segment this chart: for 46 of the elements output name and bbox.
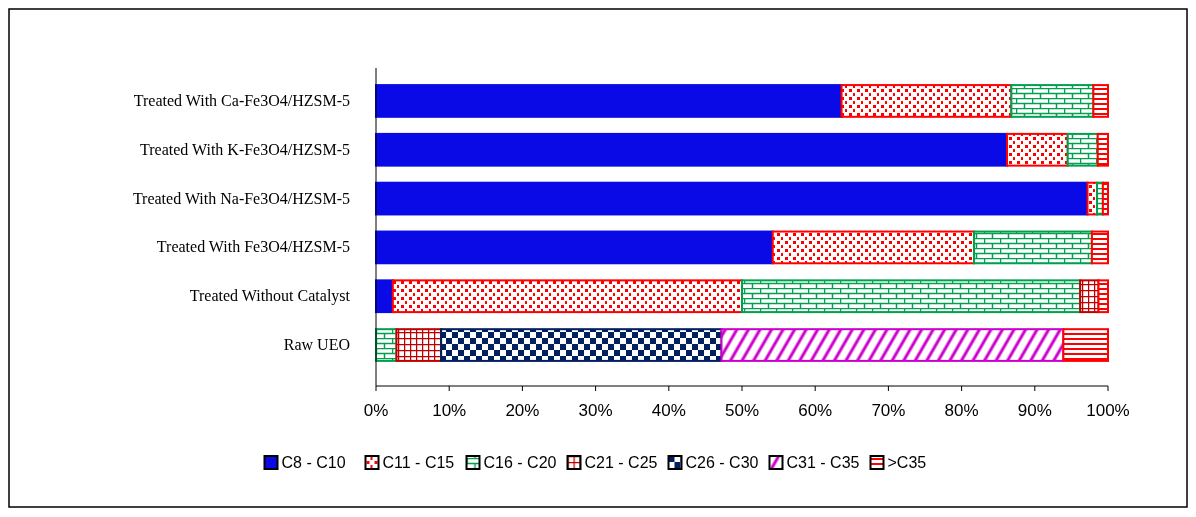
legend-label: C8 - C10	[281, 454, 346, 471]
x-tick-label: 100%	[1086, 401, 1130, 420]
bar	[1062, 328, 1109, 362]
bar	[440, 328, 723, 362]
bar	[375, 230, 774, 265]
bar	[1090, 230, 1109, 265]
bar	[375, 181, 1089, 216]
bar	[741, 279, 1082, 314]
bar	[973, 230, 1093, 265]
legend-label: C16 - C20	[483, 454, 557, 471]
bar	[1096, 132, 1109, 167]
bar	[1092, 84, 1109, 118]
x-tick-label: 0%	[363, 401, 389, 420]
x-tick-label: 70%	[871, 401, 906, 420]
bar	[375, 132, 1008, 167]
x-tick-label: 20%	[505, 401, 540, 420]
y-tick-label: Treated With K-Fe3O4/HZSM-5	[139, 140, 350, 158]
bar	[375, 84, 843, 118]
x-tick-label: 60%	[798, 401, 833, 420]
bar	[391, 279, 743, 314]
bar	[1066, 132, 1099, 167]
legend-label: C11 - C15	[382, 454, 455, 471]
y-tick-label: Treated With Fe3O4/HZSM-5	[156, 238, 350, 256]
y-tick-label: Treated With Na-Fe3O4/HZSM-5	[132, 189, 350, 207]
bar	[1010, 84, 1095, 118]
legend-label: >C35	[887, 454, 927, 471]
x-tick-label: 10%	[432, 401, 467, 420]
bar	[771, 230, 976, 265]
x-tick-label: 40%	[651, 401, 686, 420]
bar	[840, 84, 1013, 118]
bar	[1101, 181, 1109, 216]
x-tick-label: 90%	[1017, 401, 1052, 420]
x-tick-label: 80%	[944, 401, 979, 420]
x-tick-label: 30%	[578, 401, 613, 420]
y-tick-label: Treated With Ca-Fe3O4/HZSM-5	[133, 91, 350, 109]
bar	[395, 328, 443, 362]
bar	[720, 328, 1065, 362]
legend-label: C21 - C25	[584, 454, 658, 471]
y-tick-label: Treated Without Catalyst	[189, 287, 351, 306]
bar	[1079, 279, 1100, 314]
x-tick-label: 50%	[724, 401, 760, 420]
legend-label: C26 - C30	[685, 454, 759, 471]
y-tick-label: Raw UEO	[283, 336, 350, 354]
legend-label: C31 - C35	[786, 454, 860, 471]
bar	[1005, 132, 1069, 167]
bar	[1097, 279, 1109, 314]
